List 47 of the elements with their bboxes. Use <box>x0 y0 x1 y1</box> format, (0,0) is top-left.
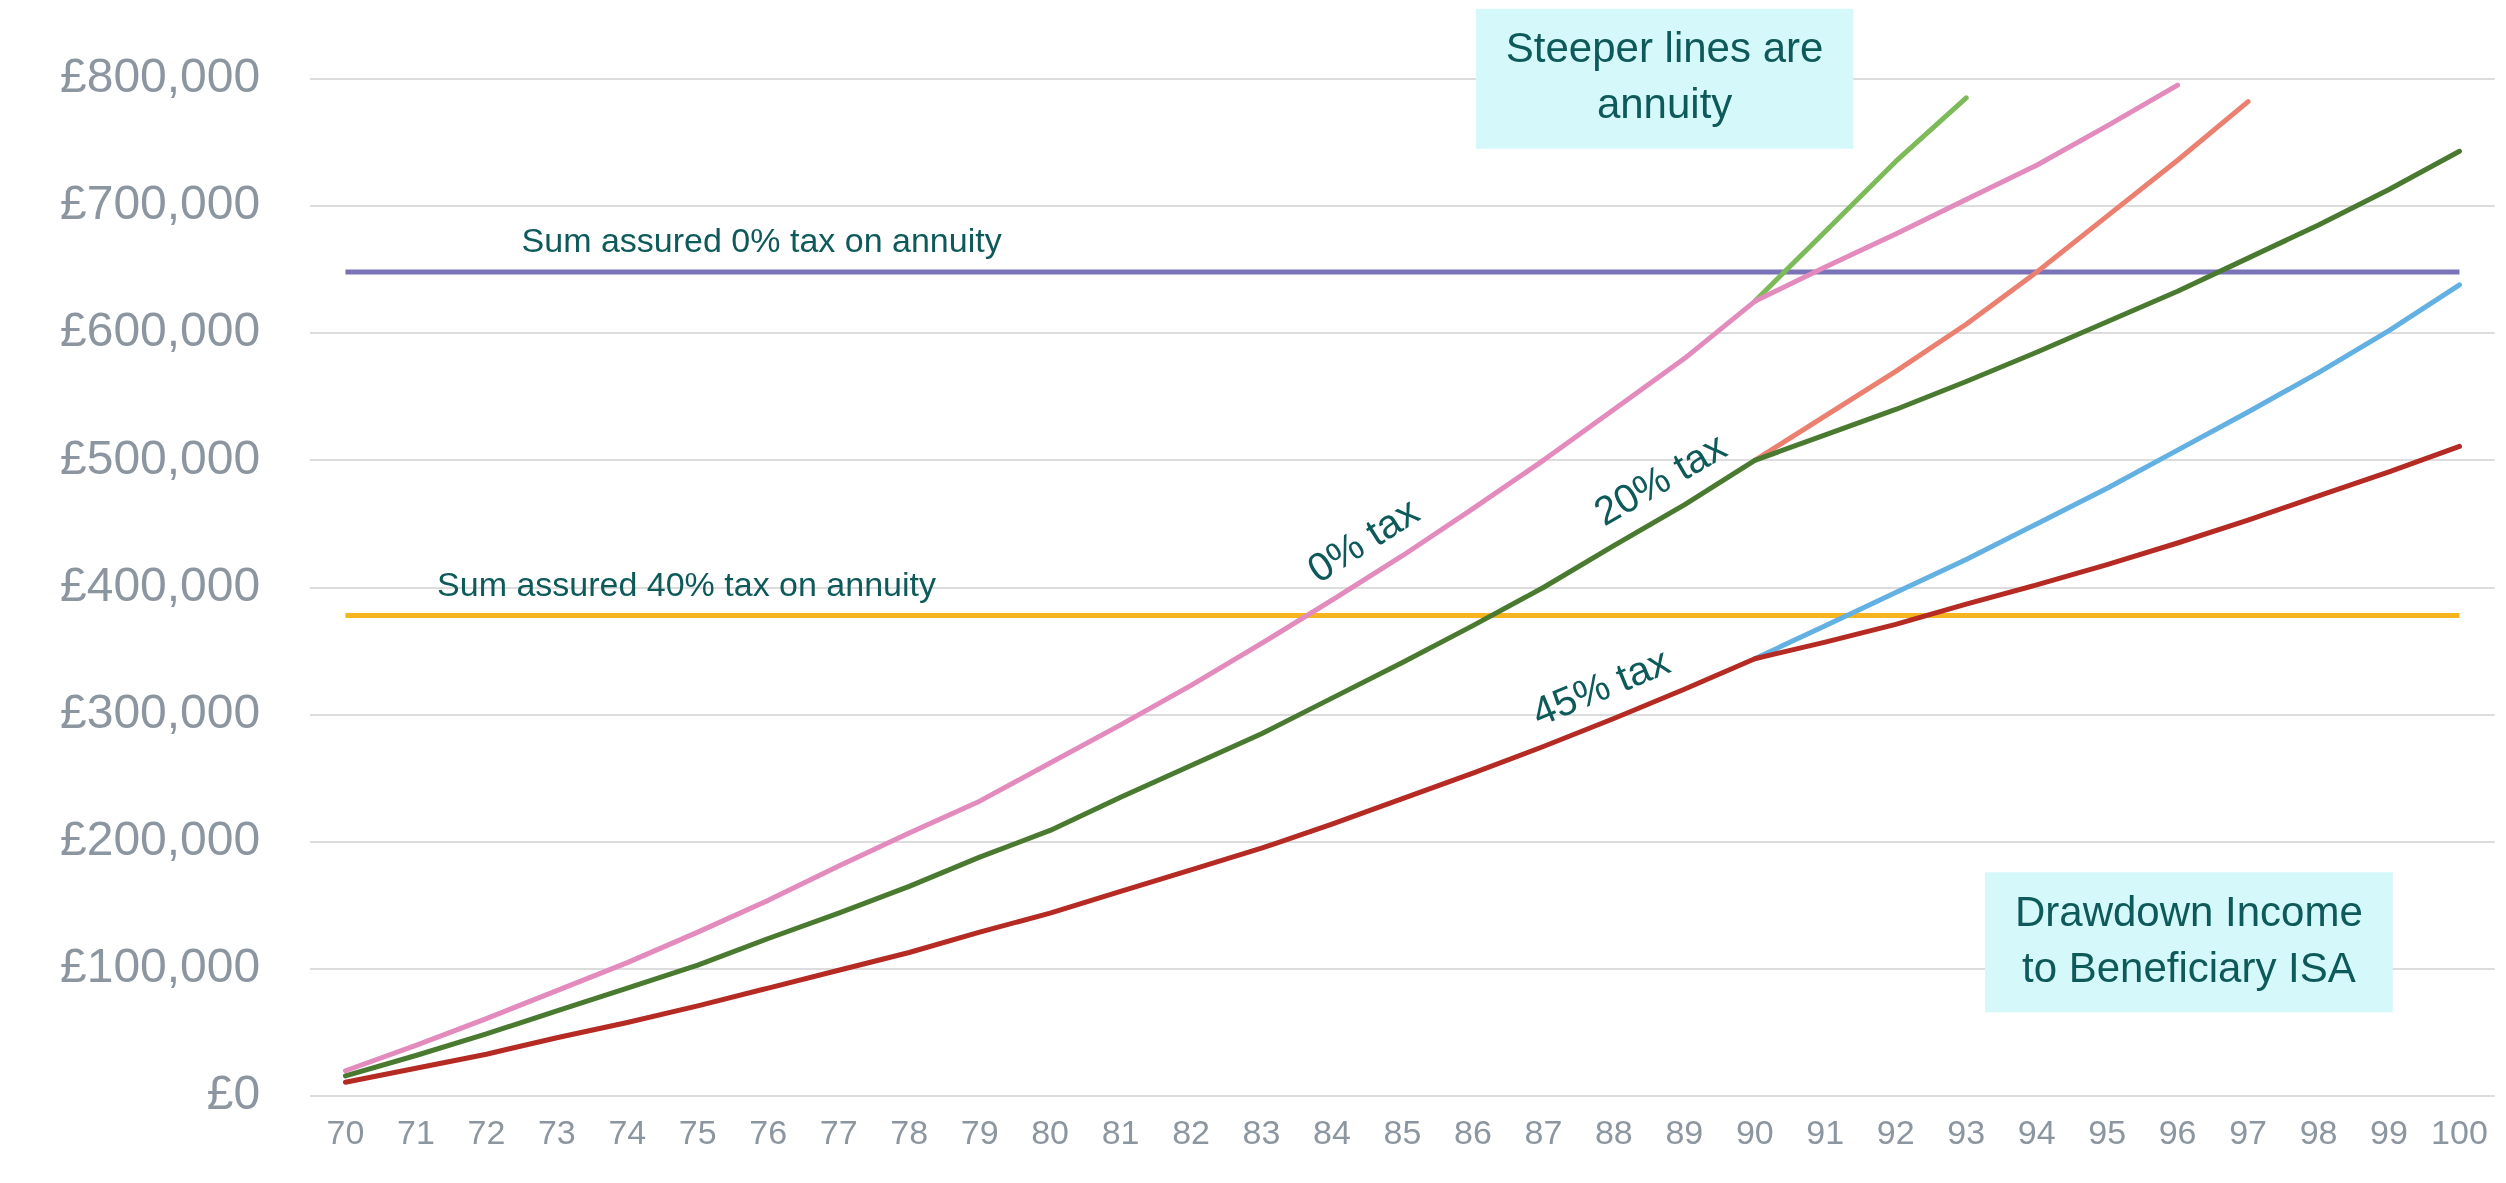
text: 20% tax <box>1586 423 1734 534</box>
y-tick-label: £200,000 <box>60 812 261 866</box>
y-tick-label: £600,000 <box>60 303 261 357</box>
x-tick-label: 94 <box>2017 1112 2056 1151</box>
x-tick-label: 93 <box>1947 1112 1986 1151</box>
x-tick-label: 100 <box>2431 1112 2488 1151</box>
x-tick-label: 84 <box>1313 1112 1351 1151</box>
x-tick-label: 78 <box>890 1112 929 1151</box>
y-tick-label: £400,000 <box>60 557 261 611</box>
x-tick-label: 83 <box>1242 1112 1281 1151</box>
x-tick-label: 90 <box>1735 1112 1774 1151</box>
y-tick-label: £500,000 <box>60 430 261 484</box>
y-tick-label: £0 <box>206 1066 261 1120</box>
x-tick-label: 70 <box>326 1112 365 1151</box>
x-tick-label: 74 <box>608 1112 647 1151</box>
x-tick-label: 79 <box>960 1112 999 1151</box>
annotation: Steeper lines are annuity <box>1505 24 1824 128</box>
x-tick-label: 98 <box>2299 1112 2338 1151</box>
text: 0% tax <box>1299 488 1427 591</box>
x-tick-label: 92 <box>1876 1112 1915 1151</box>
x-tick-label: 91 <box>1806 1112 1845 1151</box>
x-tick-label: 97 <box>2229 1112 2267 1151</box>
y-tick-label: £800,000 <box>60 49 261 103</box>
x-tick-label: 82 <box>1172 1112 1210 1151</box>
annotation: Drawdown Income to Beneficiary ISA <box>2014 887 2363 991</box>
x-tick-label: 95 <box>2088 1112 2127 1151</box>
x-tick-label: 81 <box>1101 1112 1140 1151</box>
x-tick-label: 76 <box>749 1112 788 1151</box>
ref-line-label: Sum assured 40% tax on annuity <box>437 564 937 603</box>
x-tick-label: 71 <box>396 1112 435 1151</box>
y-tick-label: £700,000 <box>60 176 261 230</box>
x-tick-label: 86 <box>1454 1112 1492 1151</box>
x-tick-label: 72 <box>467 1112 506 1151</box>
y-tick-label: £300,000 <box>60 684 261 738</box>
x-tick-label: 89 <box>1665 1112 1704 1151</box>
x-tick-label: 80 <box>1031 1112 1070 1151</box>
text: 45% tax <box>1525 638 1676 735</box>
x-tick-label: 75 <box>678 1112 717 1151</box>
x-tick-label: 99 <box>2370 1112 2408 1151</box>
x-tick-label: 73 <box>537 1112 576 1151</box>
ref-line-label: Sum assured 0% tax on annuity <box>521 221 1002 260</box>
x-tick-label: 77 <box>819 1112 858 1151</box>
y-tick-label: £100,000 <box>60 939 261 993</box>
x-tick-label: 87 <box>1524 1112 1563 1151</box>
x-tick-label: 85 <box>1383 1112 1422 1151</box>
x-tick-label: 88 <box>1594 1112 1633 1151</box>
x-tick-label: 96 <box>2158 1112 2197 1151</box>
